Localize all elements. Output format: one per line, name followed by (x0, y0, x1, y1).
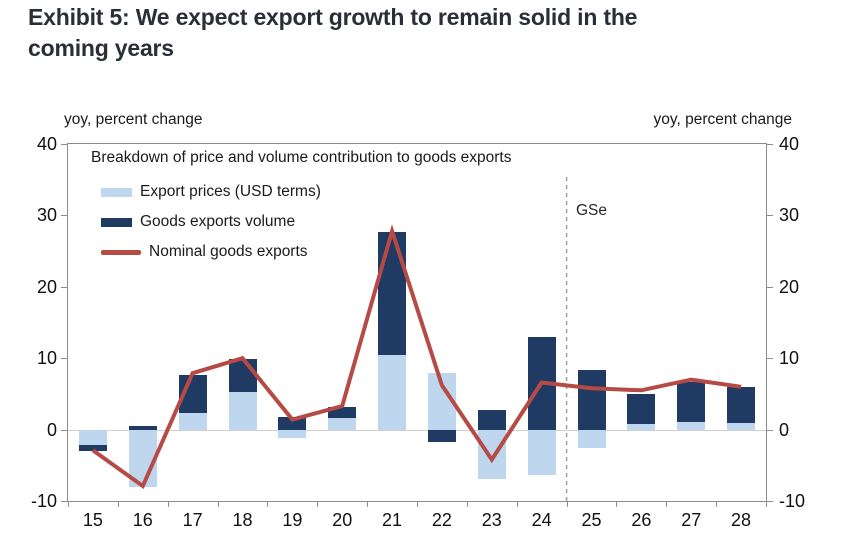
right-axis-unit-label: yoy, percent change (653, 111, 792, 128)
x-tick (267, 501, 269, 507)
y-tick-label-right: 30 (779, 205, 800, 226)
year-label: 20 (332, 510, 353, 530)
bar-goods-volume (677, 382, 706, 423)
bar-goods-volume (477, 409, 506, 430)
y-tick-label-left: 20 (36, 276, 57, 297)
bar-export-prices (527, 429, 556, 476)
bar-export-prices (378, 354, 407, 430)
year-label: 21 (382, 510, 403, 530)
x-tick (417, 501, 418, 507)
goods-volume-swatch (101, 217, 132, 227)
forecast-label: GSe (576, 202, 608, 219)
bar-goods-volume (278, 416, 307, 430)
x-tick (616, 501, 618, 507)
x-tick (666, 501, 668, 507)
y-tick-right (766, 429, 773, 431)
bar-export-prices (178, 413, 207, 430)
nominal-exports-line (91, 224, 742, 490)
x-tick (566, 501, 568, 507)
y-tick-left (61, 286, 68, 288)
left-axis-unit-label: yoy, percent change (64, 111, 203, 128)
zero-gridline (68, 429, 766, 431)
nominal-exports-swatch (101, 249, 141, 255)
y-tick-label-right: 0 (779, 419, 790, 440)
bar-goods-volume (328, 406, 357, 419)
bar-export-prices (677, 422, 706, 430)
exhibit-title: Exhibit 5: We expect export growth to re… (28, 2, 818, 64)
nominal-exports-label: Nominal goods exports (149, 243, 308, 260)
year-label: 18 (232, 510, 253, 530)
bar-export-prices (78, 429, 107, 446)
x-tick (367, 501, 369, 507)
bar-export-prices (477, 429, 506, 479)
legend-item-nominal-exports: Nominal goods exports (91, 243, 511, 261)
year-label: 28 (731, 510, 752, 530)
year-label: 26 (631, 510, 652, 530)
x-tick (117, 501, 119, 507)
y-tick-left (61, 358, 68, 360)
bar-export-prices (328, 418, 357, 430)
bar-export-prices (627, 423, 656, 430)
x-tick (466, 501, 468, 507)
chart-overlay (91, 177, 742, 501)
y-tick-right (766, 501, 773, 502)
bar-goods-volume (427, 429, 456, 443)
y-tick-right (766, 215, 773, 217)
x-tick (68, 501, 69, 507)
year-label: 19 (282, 510, 303, 530)
y-tick-label-left: -10 (30, 491, 57, 511)
bar-goods-volume (378, 231, 407, 355)
bar-goods-volume (78, 445, 107, 451)
exhibit-title-line2: coming years (28, 34, 174, 61)
x-tick (716, 501, 718, 507)
y-tick-right (766, 358, 773, 360)
bar-goods-volume (228, 358, 257, 392)
y-tick-label-right: 20 (779, 276, 800, 297)
bar-export-prices (577, 429, 606, 449)
x-tick (516, 501, 518, 507)
bar-export-prices (228, 391, 257, 430)
exhibit-title-line1: Exhibit 5: We expect export growth to re… (28, 4, 638, 30)
x-tick (766, 501, 767, 507)
year-label: 27 (681, 510, 702, 530)
bar-goods-volume (727, 386, 756, 424)
export-prices-label: Export prices (USD terms) (140, 183, 321, 200)
x-tick (317, 501, 319, 507)
y-tick-label-left: 40 (36, 134, 57, 154)
y-tick-label-left: 0 (46, 419, 57, 440)
y-tick-label-left: 10 (36, 348, 57, 369)
y-tick-label-right: -10 (779, 491, 806, 511)
y-tick-left (61, 215, 68, 217)
year-label: 17 (182, 510, 203, 530)
y-tick-left (61, 501, 68, 502)
y-tick-right (766, 144, 773, 145)
bar-goods-volume (577, 370, 606, 430)
y-tick-label-right: 40 (779, 134, 800, 154)
x-tick (217, 501, 219, 507)
year-label: 24 (531, 510, 552, 530)
plot-area: Breakdown of price and volume contributi… (31, 134, 805, 530)
bar-goods-volume (128, 426, 157, 430)
legend-title: Breakdown of price and volume contributi… (91, 149, 512, 166)
y-tick-left (61, 144, 68, 145)
bar-goods-volume (627, 393, 656, 424)
goods-volume-label: Goods exports volume (140, 213, 296, 230)
y-tick-left (61, 429, 68, 431)
bar-export-prices (727, 423, 756, 430)
legend-item-goods-volume: Goods exports volume (91, 213, 511, 231)
year-label: 23 (481, 510, 502, 530)
y-tick-right (766, 286, 773, 288)
legend-item-export-prices: Export prices (USD terms) (91, 183, 511, 201)
year-label: 22 (431, 510, 452, 530)
year-label: 25 (581, 510, 602, 530)
x-tick (167, 501, 169, 507)
bar-export-prices (278, 429, 307, 439)
y-tick-label-left: 30 (36, 205, 57, 226)
legend: Breakdown of price and volume contributi… (91, 149, 511, 273)
year-label: 16 (132, 510, 153, 530)
year-label: 15 (82, 510, 103, 530)
export-prices-swatch (101, 187, 132, 197)
y-tick-label-right: 10 (779, 348, 800, 369)
